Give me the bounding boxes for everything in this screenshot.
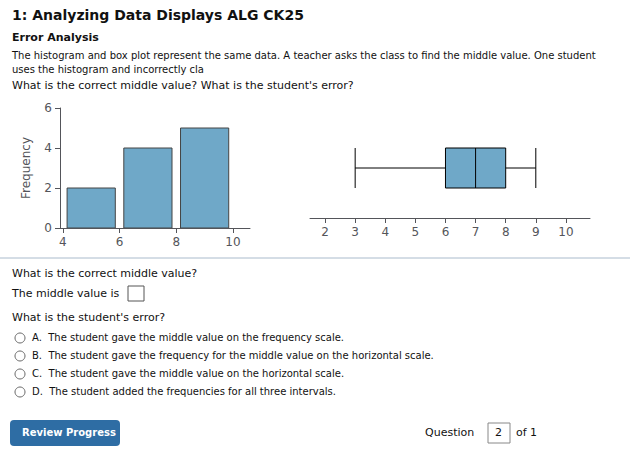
svg-text:1: Analyzing Data Displays ALG: 1: Analyzing Data Displays ALG CK25 <box>12 7 304 23</box>
svg-text:of 1: of 1 <box>516 426 537 439</box>
svg-text:2: 2 <box>44 181 52 195</box>
svg-text:B. The student gave the frequ: B. The student gave the frequency for th… <box>32 350 434 361</box>
svg-text:The middle value is: The middle value is <box>11 287 120 300</box>
svg-text:10: 10 <box>558 225 573 239</box>
svg-text:What is the correct middle val: What is the correct middle value? <box>12 267 197 280</box>
svg-text:8: 8 <box>172 235 180 249</box>
svg-text:4: 4 <box>381 225 389 239</box>
svg-text:6: 6 <box>116 235 124 249</box>
svg-text:10: 10 <box>225 235 240 249</box>
svg-text:Frequency: Frequency <box>19 137 33 199</box>
svg-text:D. The student added the freq: D. The student added the frequencies for… <box>32 386 336 397</box>
svg-text:The histogram and box plot rep: The histogram and box plot represent the… <box>11 50 599 61</box>
svg-text:9: 9 <box>532 225 540 239</box>
svg-text:What is the student's error?: What is the student's error? <box>12 311 165 324</box>
svg-text:Question: Question <box>425 426 474 439</box>
svg-text:4: 4 <box>44 141 52 155</box>
svg-text:8: 8 <box>502 225 510 239</box>
svg-text:What is the correct middle val: What is the correct middle value? What i… <box>12 79 354 92</box>
svg-text:2: 2 <box>321 225 329 239</box>
svg-text:6: 6 <box>442 225 450 239</box>
svg-text:A. The student gave the middl: A. The student gave the middle value on … <box>32 332 344 343</box>
svg-text:5: 5 <box>412 225 420 239</box>
svg-text:3: 3 <box>351 225 359 239</box>
svg-text:4: 4 <box>59 235 67 249</box>
svg-text:2: 2 <box>495 426 502 439</box>
svg-text:Review Progress: Review Progress <box>22 427 116 438</box>
svg-text:Error Analysis: Error Analysis <box>12 31 99 44</box>
svg-text:C. The student gave the middl: C. The student gave the middle value on … <box>32 368 344 379</box>
svg-text:6: 6 <box>44 101 52 115</box>
svg-text:uses the histogram and incorre: uses the histogram and incorrectly cla <box>12 64 204 75</box>
svg-text:7: 7 <box>472 225 480 239</box>
svg-text:0: 0 <box>44 221 52 235</box>
